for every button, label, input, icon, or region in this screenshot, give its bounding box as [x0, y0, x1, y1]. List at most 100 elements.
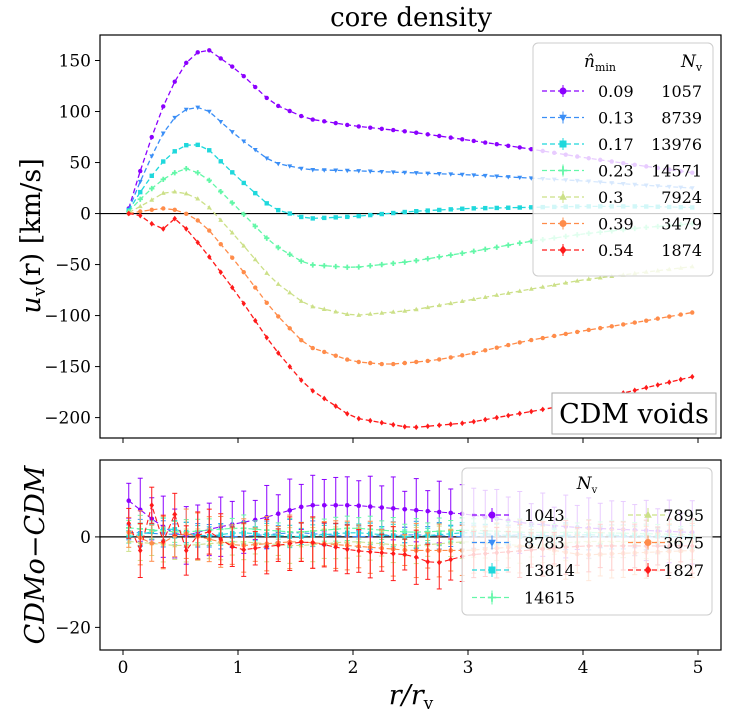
data-point	[322, 215, 327, 221]
data-point	[321, 306, 327, 311]
data-point	[183, 191, 189, 196]
data-point	[482, 246, 488, 252]
data-point	[690, 310, 695, 315]
data-point	[644, 384, 649, 391]
data-point	[483, 416, 488, 423]
data-point	[448, 207, 453, 212]
data-point	[390, 260, 396, 266]
data-point	[552, 333, 557, 339]
data-point	[551, 282, 557, 287]
legend-label: 0.39	[598, 215, 634, 234]
data-point	[598, 325, 603, 331]
data-point	[149, 502, 155, 509]
legend-label: 7895	[663, 506, 704, 525]
data-point	[575, 329, 580, 335]
data-point	[275, 161, 281, 167]
legend-entry-3675: 3675	[628, 534, 704, 553]
data-point	[586, 276, 592, 281]
data-point	[161, 104, 166, 109]
data-point	[287, 508, 293, 513]
data-point	[172, 511, 178, 518]
legend-entry-0.23: 0.23 14571	[542, 162, 702, 181]
data-point	[368, 360, 373, 366]
data-point	[460, 353, 465, 358]
data-point	[149, 154, 155, 159]
data-point	[138, 209, 143, 214]
legend-header-nmin: n̂min	[584, 52, 616, 74]
top-legend: n̂min Nv 0.09 1057 0.13 8739 0.17 13976 0.23 14…	[532, 42, 714, 277]
data-point	[390, 170, 396, 175]
data-point	[333, 353, 338, 358]
data-point	[172, 115, 178, 121]
data-point	[644, 318, 649, 323]
data-point	[402, 129, 407, 134]
data-point	[322, 119, 327, 124]
data-point	[310, 262, 316, 268]
data-point	[356, 124, 361, 129]
data-point	[276, 314, 281, 319]
y-tick-label: −50	[55, 256, 91, 276]
data-point	[448, 172, 454, 177]
data-point	[287, 211, 292, 216]
data-point	[195, 239, 200, 246]
data-point	[368, 417, 373, 424]
legend-label: 3675	[663, 534, 704, 553]
data-point	[230, 255, 235, 260]
data-point	[345, 214, 350, 220]
legend-count: 7924	[661, 188, 702, 207]
legend-label: 0.13	[598, 109, 634, 128]
data-point	[344, 546, 350, 553]
data-point	[356, 503, 362, 508]
data-point	[218, 56, 223, 61]
data-point	[460, 206, 465, 211]
data-point	[437, 133, 442, 139]
data-point	[356, 213, 361, 219]
data-point	[379, 549, 385, 556]
data-point	[367, 311, 373, 316]
data-point	[253, 317, 258, 324]
data-point	[506, 412, 511, 419]
bottom-panel: 0 −20 0 1 2 3 4 5 CDMo−CDM r/rv Nv 1043 8783 138…	[20, 459, 722, 714]
legend-entry-0.09: 0.09 1057	[542, 82, 702, 101]
data-point	[414, 208, 419, 214]
data-point	[529, 205, 534, 210]
data-point	[253, 190, 258, 196]
data-point	[391, 127, 396, 133]
data-point	[425, 256, 431, 262]
data-point	[414, 424, 419, 431]
data-point	[287, 108, 292, 114]
data-point	[517, 205, 522, 210]
data-point	[287, 540, 293, 547]
data-point	[437, 207, 442, 213]
data-point	[299, 338, 304, 343]
data-point	[252, 223, 258, 229]
cdm-voids-box	[551, 392, 717, 435]
legend-marker	[488, 566, 496, 574]
data-point	[206, 177, 212, 184]
data-point	[310, 539, 316, 546]
data-point	[390, 506, 396, 511]
data-point	[229, 130, 235, 135]
top-plot-frame	[99, 34, 722, 439]
data-point	[678, 312, 683, 317]
data-point	[310, 345, 315, 351]
data-point	[252, 545, 258, 552]
data-point	[528, 176, 534, 181]
data-point	[414, 359, 419, 365]
data-point	[471, 206, 476, 211]
data-point	[333, 215, 338, 220]
data-point	[310, 304, 316, 309]
data-point	[321, 263, 327, 269]
data-point	[368, 125, 373, 130]
data-point	[126, 520, 132, 527]
data-point	[529, 408, 534, 415]
data-point	[460, 420, 465, 427]
data-point	[655, 316, 660, 321]
data-point	[356, 359, 361, 365]
data-point	[425, 171, 431, 176]
legend-count: 8739	[661, 109, 702, 128]
data-point	[494, 141, 499, 147]
legend-marker	[559, 87, 567, 95]
data-point	[138, 189, 143, 195]
data-point	[471, 248, 477, 254]
